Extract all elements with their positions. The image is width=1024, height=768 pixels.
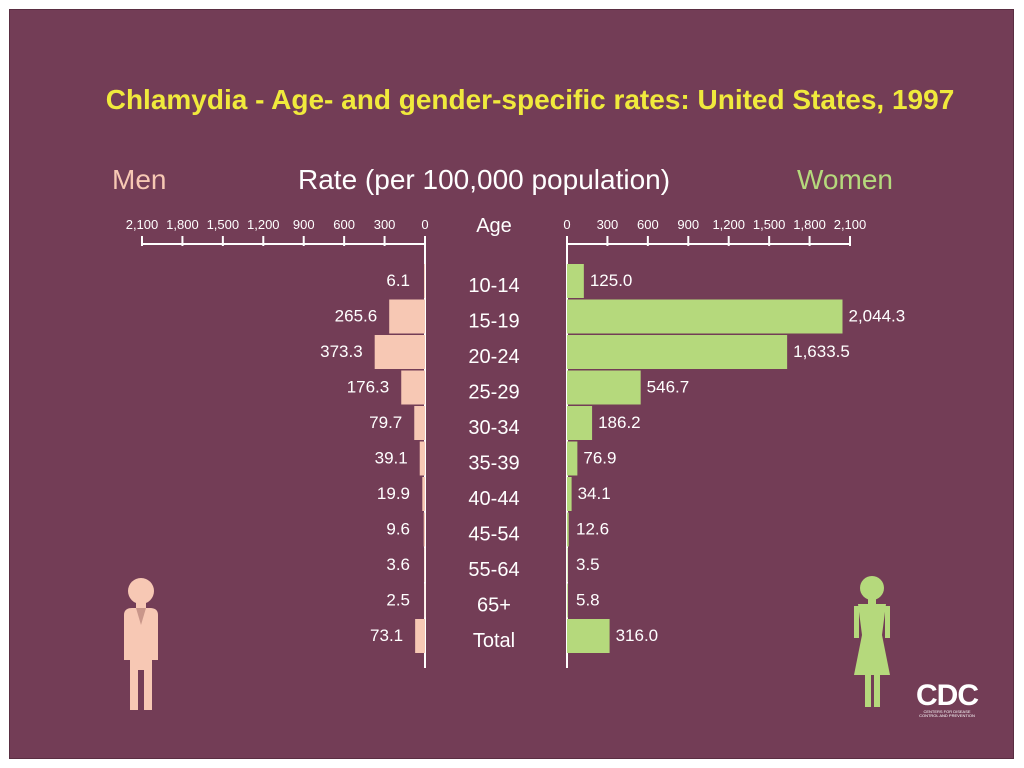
- women-value-label: 316.0: [616, 626, 659, 645]
- men-value-label: 73.1: [370, 626, 403, 645]
- women-value-label: 34.1: [578, 484, 611, 503]
- men-tick-label: 300: [374, 217, 396, 232]
- men-value-label: 176.3: [347, 378, 390, 397]
- category-label: 20-24: [468, 346, 519, 368]
- men-value-label: 6.1: [386, 271, 410, 290]
- women-value-label: 1,633.5: [793, 342, 850, 361]
- category-label: Total: [473, 630, 515, 652]
- men-tick-label: 1,800: [166, 217, 199, 232]
- men-value-label: 3.6: [386, 555, 410, 574]
- men-tick-label: 600: [333, 217, 355, 232]
- women-tick-label: 600: [637, 217, 659, 232]
- women-bar: [567, 264, 584, 298]
- category-label: 25-29: [468, 382, 519, 404]
- men-value-label: 373.3: [320, 342, 363, 361]
- women-value-label: 2,044.3: [848, 307, 905, 326]
- men-value-label: 2.5: [386, 591, 410, 610]
- woman-figure-icon: [854, 576, 890, 707]
- women-bar: [567, 370, 641, 405]
- women-value-label: 12.6: [576, 520, 609, 539]
- category-label: 40-44: [468, 488, 519, 510]
- x-axis-label: Rate (per 100,000 population): [298, 164, 671, 195]
- men-value-label: 79.7: [369, 413, 402, 432]
- women-bar: [567, 512, 569, 547]
- cdc-logo-text: CDC: [916, 679, 979, 712]
- men-bar: [414, 406, 425, 440]
- chart-title: Chlamydia - Age- and gender-specific rat…: [105, 84, 955, 115]
- women-tick-label: 1,200: [712, 217, 745, 232]
- man-figure-icon: [124, 578, 158, 710]
- category-label: 15-19: [468, 311, 519, 333]
- cdc-logo: CDC CENTERS FOR DISEASE CONTROL AND PREV…: [915, 679, 979, 718]
- cdc-logo-subtext: CENTERS FOR DISEASE CONTROL AND PREVENTI…: [919, 709, 975, 718]
- men-value-label: 9.6: [386, 520, 410, 539]
- axes: 0 0 300 300 600 600 900 900 1,200 1,200 1,500 1,500…: [126, 217, 867, 668]
- women-value-label: 546.7: [647, 378, 690, 397]
- men-bar: [422, 477, 425, 511]
- men-bar: [415, 619, 425, 653]
- labels: Age 6.1 125.0 10-14 265.6 2,044.3 15-19 373.3 1,…: [320, 215, 905, 652]
- men-value-label: 19.9: [377, 484, 410, 503]
- men-bar: [424, 583, 426, 618]
- men-tick-label: 0: [421, 217, 428, 232]
- men-bar: [401, 370, 425, 405]
- women-value-label: 5.8: [576, 591, 600, 610]
- women-value-label: 186.2: [598, 413, 641, 432]
- women-tick-label: 1,500: [753, 217, 786, 232]
- women-value-label: 3.5: [576, 555, 600, 574]
- men-bar: [374, 335, 425, 369]
- legend-men: Men: [112, 164, 167, 195]
- women-tick-label: 0: [563, 217, 570, 232]
- men-tick-label: 1,200: [247, 217, 280, 232]
- slide: Chlamydia - Age- and gender-specific rat…: [10, 10, 1013, 758]
- women-bar: [567, 299, 843, 334]
- legend-women: Women: [797, 164, 893, 195]
- category-label: 55-64: [468, 559, 519, 581]
- men-bar: [423, 512, 425, 547]
- women-bar: [567, 335, 788, 369]
- women-bar: [567, 619, 610, 653]
- women-bar: [567, 477, 572, 511]
- category-label: 10-14: [468, 275, 519, 297]
- category-label: 30-34: [468, 417, 519, 439]
- women-bar: [567, 548, 568, 582]
- men-tick-label: 1,500: [207, 217, 240, 232]
- women-tick-label: 2,100: [834, 217, 867, 232]
- women-value-label: 125.0: [590, 271, 633, 290]
- women-bar: [567, 406, 593, 440]
- men-value-label: 39.1: [375, 449, 408, 468]
- men-bar: [424, 264, 425, 298]
- men-tick-label: 900: [293, 217, 315, 232]
- bars: [374, 264, 843, 653]
- men-bar: [389, 299, 425, 334]
- pyramid-chart: 0 0 300 300 600 600 900 900 1,200 1,200 1,500 1,500…: [124, 215, 905, 710]
- women-tick-label: 900: [677, 217, 699, 232]
- category-label: 35-39: [468, 453, 519, 475]
- men-bar: [419, 441, 425, 476]
- men-value-label: 265.6: [335, 307, 378, 326]
- men-tick-label: 2,100: [126, 217, 159, 232]
- women-tick-label: 300: [597, 217, 619, 232]
- women-bar: [567, 441, 578, 476]
- women-value-label: 76.9: [583, 449, 616, 468]
- women-tick-label: 1,800: [793, 217, 826, 232]
- women-bar: [567, 583, 568, 618]
- category-label: 65+: [477, 595, 511, 617]
- category-header: Age: [476, 215, 512, 237]
- category-label: 45-54: [468, 524, 519, 546]
- men-bar: [424, 548, 426, 582]
